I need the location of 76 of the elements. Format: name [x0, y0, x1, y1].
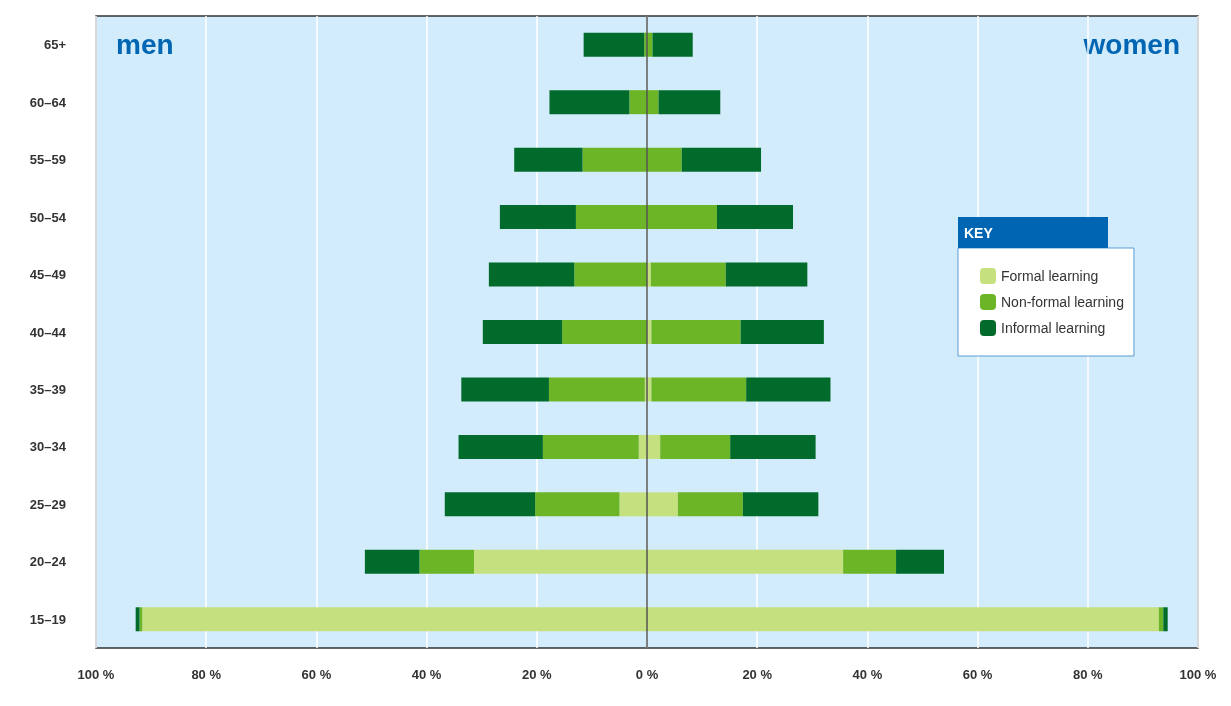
bar	[742, 492, 819, 517]
bar	[647, 434, 661, 459]
x-tick-label: 80 %	[191, 667, 222, 682]
bar	[619, 492, 647, 517]
bar	[647, 147, 682, 172]
legend-label: Formal learning	[1001, 268, 1099, 284]
x-tick-label: 100 %	[1179, 667, 1217, 682]
bar	[651, 377, 747, 402]
y-tick-label: 60–64	[29, 94, 67, 110]
y-tick-label: 55–59	[29, 152, 66, 168]
y-tick-label: 25–29	[29, 496, 66, 512]
legend-label: Informal learning	[1001, 320, 1106, 336]
bar	[716, 205, 794, 230]
bar	[746, 377, 831, 402]
bar	[652, 32, 693, 57]
bar	[677, 492, 743, 517]
bar	[1163, 607, 1168, 632]
y-tick-label: 40–44	[29, 324, 67, 340]
bar	[142, 607, 647, 632]
bar	[458, 434, 543, 459]
y-tick-label: 65+	[43, 37, 67, 53]
bar	[647, 90, 659, 115]
bar	[575, 205, 647, 230]
bar	[582, 147, 647, 172]
y-tick-label: 45–49	[29, 267, 66, 283]
bar	[660, 434, 731, 459]
bar	[740, 320, 824, 344]
annotation: women	[1082, 28, 1180, 60]
bar	[548, 377, 645, 402]
bar	[419, 549, 474, 574]
bar	[647, 492, 678, 517]
x-tick-label: 0 %	[635, 667, 659, 682]
x-tick-label: 20 %	[742, 667, 773, 682]
bar	[135, 607, 140, 632]
legend-header: KEY	[958, 217, 1108, 248]
bar	[562, 320, 647, 344]
bar	[651, 320, 741, 344]
annotation: men	[116, 28, 174, 60]
bar	[725, 262, 808, 287]
bar	[364, 549, 420, 574]
bar	[535, 492, 620, 517]
bar	[444, 492, 536, 517]
bar	[647, 205, 717, 230]
bar	[629, 90, 647, 115]
bar	[730, 434, 816, 459]
legend-label: Non-formal learning	[1001, 294, 1124, 310]
x-tick-label: 40 %	[852, 667, 883, 682]
bar	[647, 607, 1159, 632]
y-tick-label: 20–24	[29, 554, 67, 570]
bar	[1158, 607, 1164, 632]
bar	[473, 549, 647, 574]
bar	[499, 205, 576, 230]
x-tick-label: 60 %	[962, 667, 993, 682]
x-tick-label: 60 %	[301, 667, 332, 682]
bar	[658, 90, 721, 115]
bar	[574, 262, 647, 287]
bar	[542, 434, 639, 459]
y-tick-label: 50–54	[29, 209, 67, 225]
bar	[896, 549, 944, 574]
y-tick-label: 15–19	[29, 611, 66, 627]
y-tick-label: 30–34	[29, 439, 67, 455]
bar	[514, 147, 583, 172]
x-tick-label: 20 %	[521, 667, 553, 682]
bar	[583, 32, 645, 57]
bar	[650, 262, 726, 287]
y-tick-label: 35–39	[29, 381, 66, 397]
bar	[647, 549, 844, 574]
bar	[681, 147, 762, 172]
bar	[461, 377, 549, 402]
bar	[482, 320, 563, 344]
x-tick-label: 80 %	[1072, 667, 1104, 682]
bar	[488, 262, 575, 287]
bar	[549, 90, 630, 115]
bar	[843, 549, 897, 574]
x-tick-label: 40 %	[411, 667, 442, 682]
x-tick-label: 100 %	[77, 667, 115, 682]
